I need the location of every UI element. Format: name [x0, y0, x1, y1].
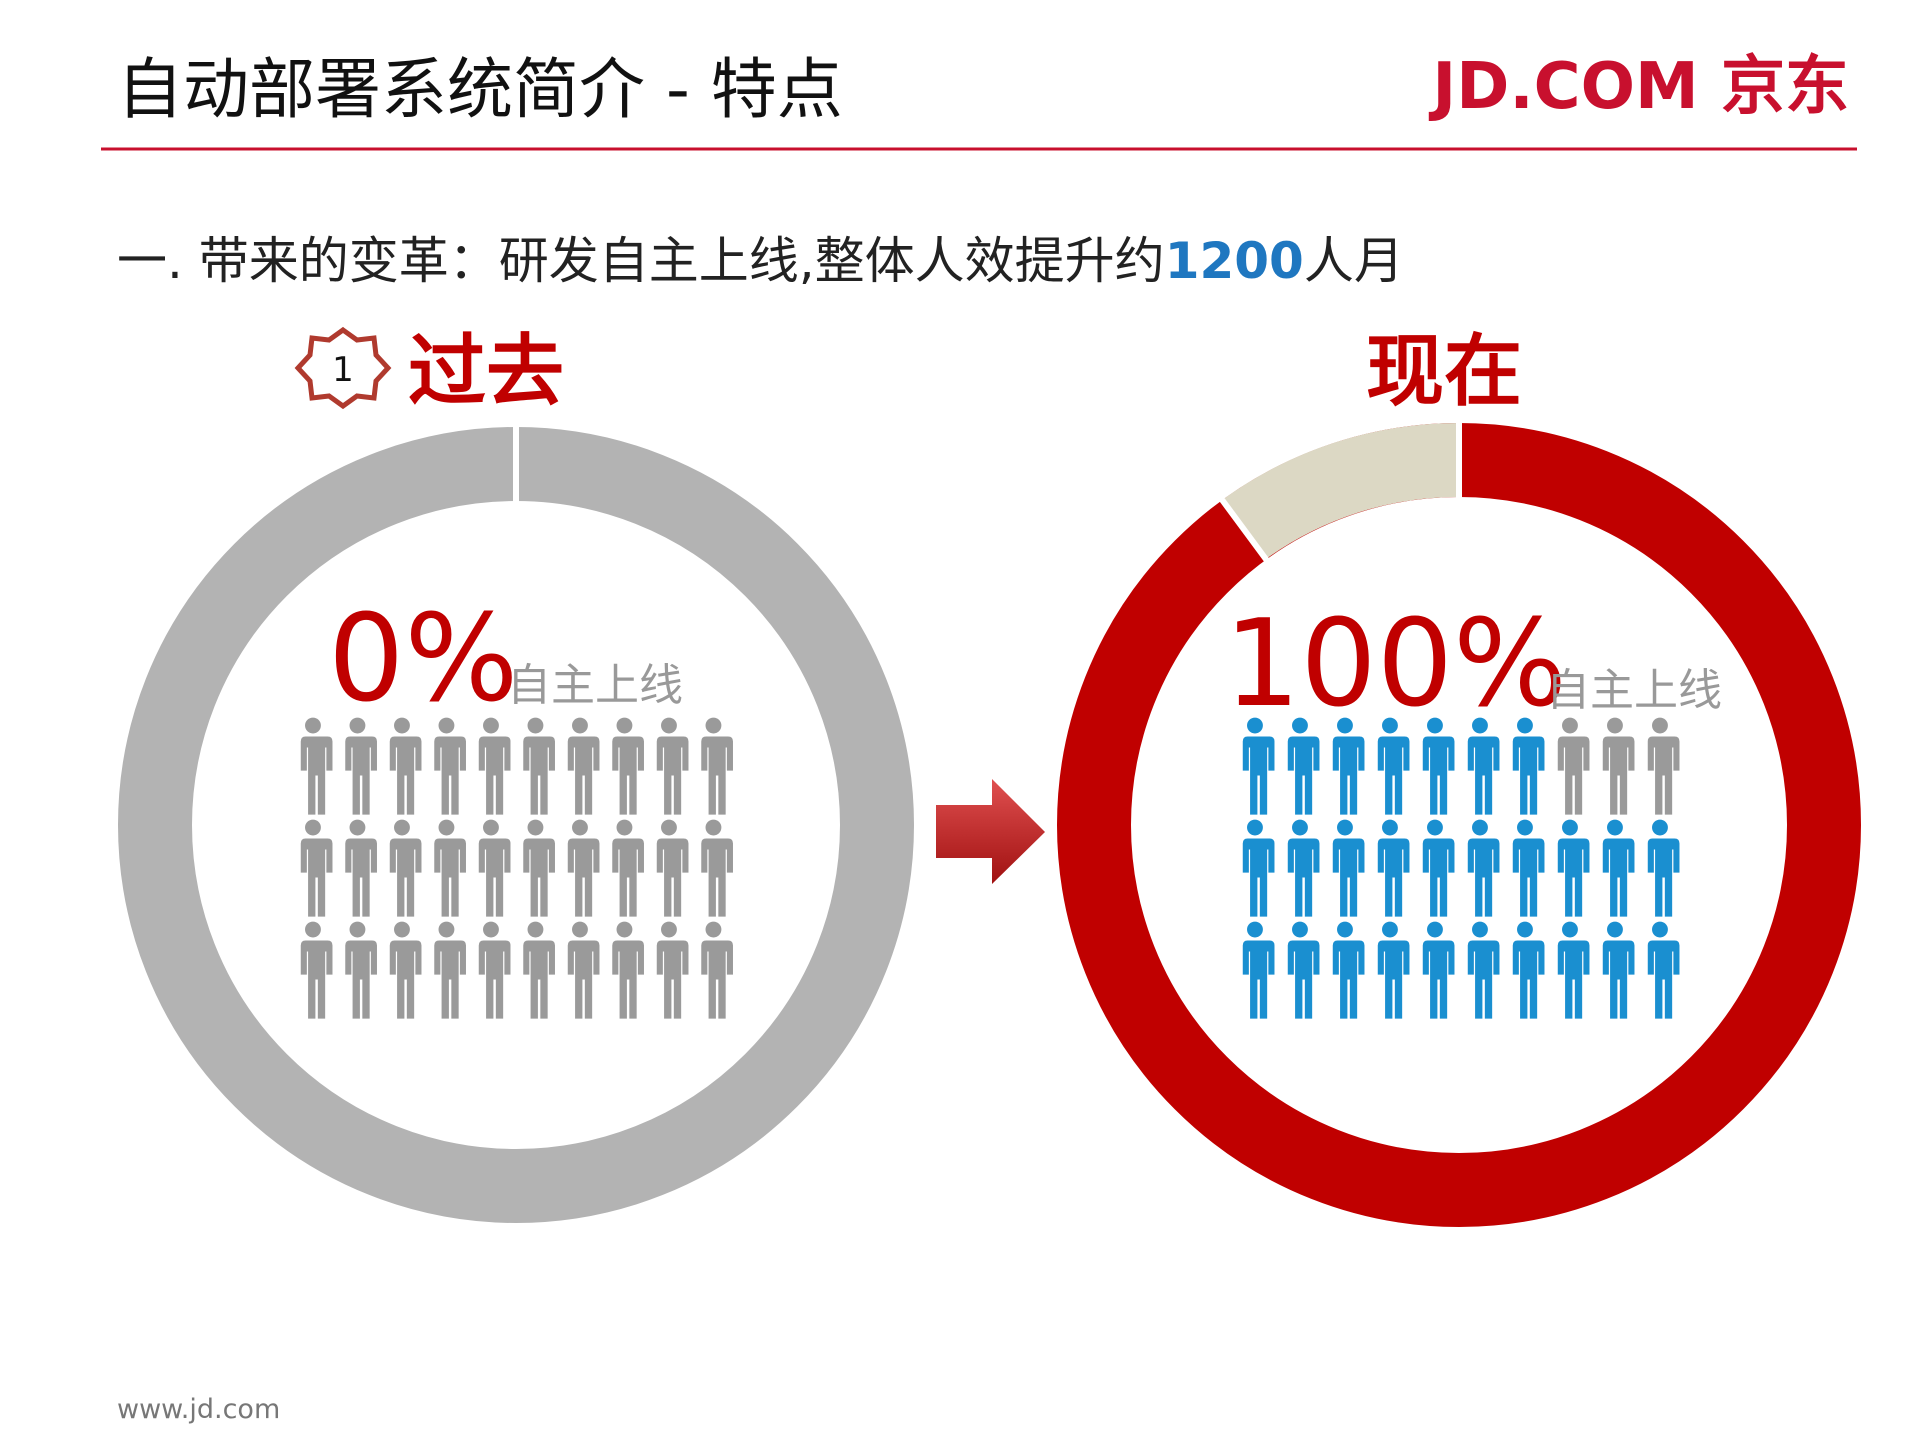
person-icon — [654, 921, 689, 1019]
person-icon — [1600, 921, 1635, 1019]
person-icon — [1375, 921, 1410, 1019]
person-icon — [1510, 819, 1545, 917]
subtitle-suffix: 人月 — [1304, 232, 1404, 290]
person-icon — [1240, 921, 1275, 1019]
subtitle-highlight: 1200 — [1165, 232, 1304, 290]
person-icon — [1465, 921, 1500, 1019]
person-icon — [1510, 717, 1545, 815]
person-icon — [1330, 717, 1365, 815]
past-label: 过去 — [408, 327, 564, 417]
person-icon — [431, 819, 466, 917]
person-icon — [1510, 921, 1545, 1019]
arrow — [936, 779, 1045, 884]
person-icon — [476, 819, 511, 917]
person-icon — [1555, 819, 1590, 917]
person-icon — [387, 717, 422, 815]
people — [298, 717, 1680, 1019]
person-icon — [609, 717, 644, 815]
person-icon — [1330, 921, 1365, 1019]
subtitle-prefix: 一. 带来的变革：研发自主上线,整体人效提升约 — [117, 232, 1165, 290]
person-icon — [342, 717, 377, 815]
person-icon — [387, 921, 422, 1019]
person-icon — [698, 921, 733, 1019]
person-icon — [565, 717, 600, 815]
person-icon — [520, 819, 555, 917]
person-icon — [298, 819, 333, 917]
now-ring — [1057, 423, 1861, 1227]
person-icon — [1420, 921, 1455, 1019]
title: 自动部署系统简介 - 特点 — [117, 51, 843, 128]
person-icon — [1420, 819, 1455, 917]
person-icon — [609, 819, 644, 917]
person-icon — [342, 921, 377, 1019]
person-icon — [1240, 819, 1275, 917]
now-percent: 100% — [1224, 595, 1567, 734]
logo: JD.COM 京东 — [1428, 50, 1849, 124]
person-icon — [431, 921, 466, 1019]
badge — [294, 326, 392, 410]
footer: www.jd.com — [117, 1394, 280, 1425]
person-icon — [654, 717, 689, 815]
now-label: 现在 — [1366, 327, 1522, 417]
person-icon — [1645, 819, 1680, 917]
person-icon — [520, 921, 555, 1019]
person-icon — [1645, 921, 1680, 1019]
now-ring-rest — [1222, 422, 1459, 559]
person-icon — [1555, 717, 1590, 815]
person-icon — [1285, 717, 1320, 815]
person-icon — [342, 819, 377, 917]
past-percent: 0% — [328, 590, 518, 729]
person-icon — [1465, 717, 1500, 815]
person-icon — [698, 819, 733, 917]
person-icon — [1645, 717, 1680, 815]
person-icon — [565, 921, 600, 1019]
past-ring — [118, 427, 914, 1223]
person-icon — [298, 921, 333, 1019]
person-icon — [1600, 819, 1635, 917]
person-icon — [1375, 819, 1410, 917]
person-icon — [698, 717, 733, 815]
person-icon — [1240, 717, 1275, 815]
person-icon — [298, 717, 333, 815]
person-icon — [1375, 717, 1410, 815]
person-icon — [476, 921, 511, 1019]
person-icon — [520, 717, 555, 815]
person-icon — [1285, 819, 1320, 917]
subtitle: 一. 带来的变革：研发自主上线,整体人效提升约1200人月 — [117, 232, 1404, 290]
person-icon — [1285, 921, 1320, 1019]
person-icon — [387, 819, 422, 917]
person-icon — [1465, 819, 1500, 917]
person-icon — [1420, 717, 1455, 815]
person-icon — [1555, 921, 1590, 1019]
now-caption: 自主上线 — [1546, 665, 1722, 716]
person-icon — [565, 819, 600, 917]
person-icon — [654, 819, 689, 917]
badge-number: 1 — [332, 350, 354, 390]
person-icon — [476, 717, 511, 815]
person-icon — [1600, 717, 1635, 815]
person-icon — [609, 921, 644, 1019]
person-icon — [1330, 819, 1365, 917]
past-caption: 自主上线 — [507, 660, 683, 711]
ring-gap — [1217, 495, 1271, 564]
person-icon — [431, 717, 466, 815]
